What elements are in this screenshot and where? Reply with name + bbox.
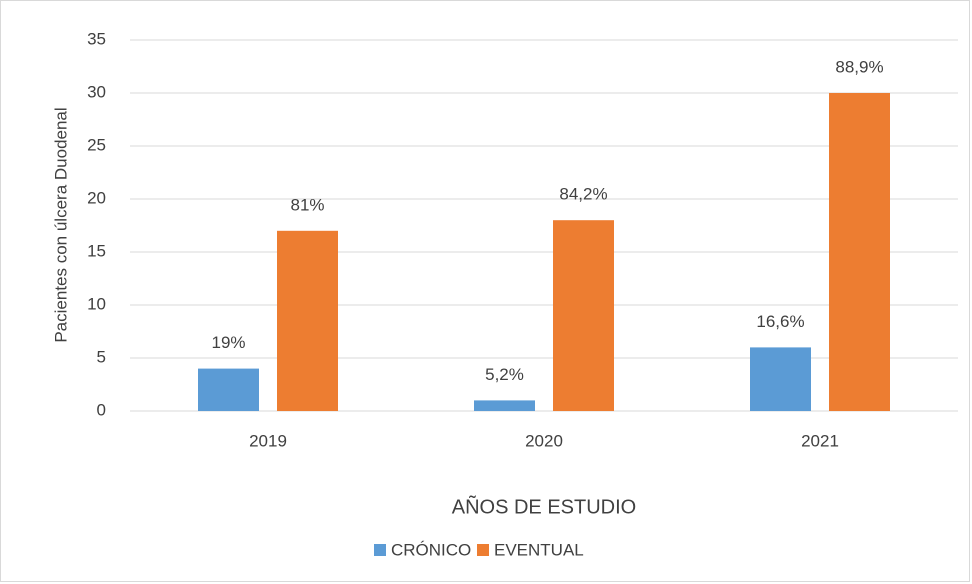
legend-swatch bbox=[374, 544, 386, 556]
data-label: 16,6% bbox=[756, 312, 804, 331]
bar bbox=[277, 230, 338, 411]
y-tick-label: 25 bbox=[87, 135, 106, 154]
data-label: 88,9% bbox=[835, 57, 883, 76]
data-label: 84,2% bbox=[559, 185, 607, 204]
x-tick-label: 2020 bbox=[525, 431, 563, 450]
data-label: 19% bbox=[211, 333, 245, 352]
legend-swatch bbox=[477, 544, 489, 556]
y-tick-label: 15 bbox=[87, 241, 106, 260]
bar bbox=[474, 400, 535, 411]
bar bbox=[553, 220, 614, 411]
y-tick-label: 0 bbox=[97, 400, 106, 419]
y-tick-label: 35 bbox=[87, 29, 106, 48]
bar bbox=[829, 93, 890, 411]
legend-label: EVENTUAL bbox=[494, 540, 584, 559]
bar bbox=[198, 368, 259, 411]
data-label: 81% bbox=[290, 195, 324, 214]
y-axis-title: Pacientes con úlcera Duodenal bbox=[51, 107, 70, 342]
y-tick-label: 5 bbox=[97, 347, 106, 366]
y-tick-label: 10 bbox=[87, 294, 106, 313]
y-tick-label: 30 bbox=[87, 82, 106, 101]
x-tick-label: 2019 bbox=[249, 431, 287, 450]
data-label: 5,2% bbox=[485, 365, 524, 384]
x-axis-title: AÑOS DE ESTUDIO bbox=[452, 494, 636, 518]
legend-label: CRÓNICO bbox=[391, 540, 471, 559]
bar bbox=[750, 347, 811, 411]
x-tick-label: 2021 bbox=[801, 431, 839, 450]
y-tick-label: 20 bbox=[87, 188, 106, 207]
